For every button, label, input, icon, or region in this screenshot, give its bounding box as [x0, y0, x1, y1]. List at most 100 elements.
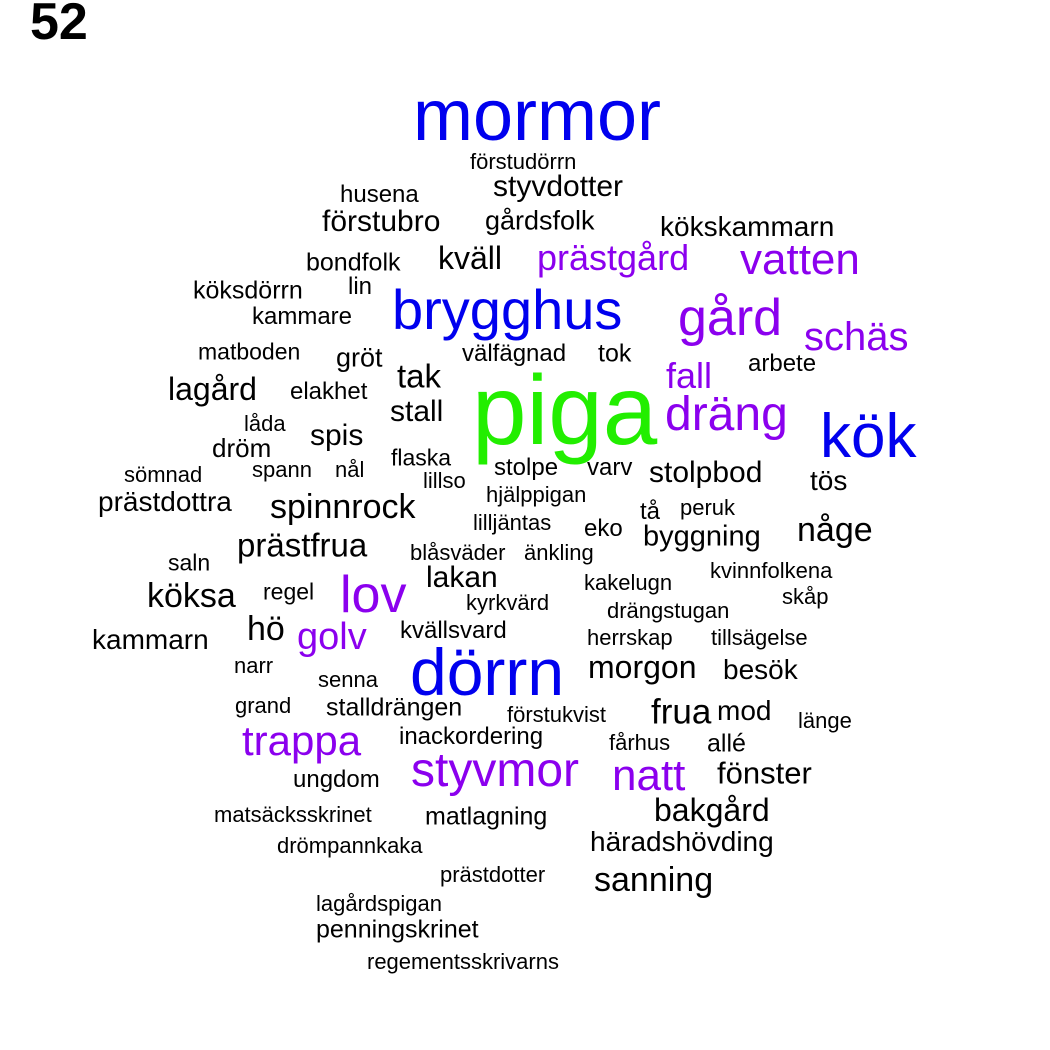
cloud-word: tå: [640, 498, 661, 525]
cloud-word: mod: [717, 695, 772, 726]
cloud-word: nål: [335, 457, 365, 482]
cloud-word: husena: [340, 181, 419, 208]
cloud-word: regel: [263, 578, 315, 605]
cloud-word: lov: [340, 566, 407, 624]
cloud-word: köksa: [147, 577, 236, 615]
cloud-word: ungdom: [293, 766, 380, 793]
cloud-word: prästfrua: [237, 526, 368, 564]
cloud-word: häradshövding: [590, 826, 774, 857]
cloud-word: senna: [318, 667, 378, 692]
cloud-word: välfägnad: [462, 340, 567, 367]
cloud-word: varv: [587, 454, 633, 481]
cloud-word: tös: [810, 465, 848, 496]
cloud-word: morgon: [588, 649, 697, 685]
cloud-word: drömpannkaka: [277, 833, 423, 858]
cloud-word: lagård: [168, 371, 257, 407]
cloud-word: änkling: [524, 540, 594, 565]
cloud-word: penningskrinet: [316, 915, 479, 944]
cloud-word: styvmor: [411, 744, 579, 797]
cloud-word: drängstugan: [607, 598, 730, 623]
cloud-word: kvällsvard: [400, 617, 507, 644]
cloud-word: lilljäntas: [473, 510, 552, 535]
cloud-word: lin: [348, 273, 373, 300]
cloud-word: gröt: [336, 342, 383, 373]
cloud-word: bakgård: [654, 792, 770, 828]
cloud-word: prästdottra: [98, 486, 232, 517]
cloud-word: byggning: [643, 520, 761, 553]
cloud-word: saln: [168, 549, 211, 576]
cloud-word: prästgård: [537, 237, 690, 278]
cloud-word: kakelugn: [584, 570, 673, 595]
cloud-word: prästdotter: [440, 862, 546, 887]
cloud-word: trappa: [242, 717, 362, 764]
cloud-word: dräng: [665, 388, 788, 441]
cloud-word: kvinnfolkena: [710, 558, 833, 583]
cloud-word: dröm: [212, 433, 272, 463]
cloud-word: hjälppigan: [486, 482, 587, 507]
cloud-word: lillso: [423, 468, 466, 493]
cloud-word: spis: [310, 419, 364, 452]
cloud-word: inackordering: [399, 723, 544, 750]
cloud-word: sömnad: [124, 462, 203, 487]
cloud-word: förstudörrn: [470, 149, 577, 174]
cloud-word: dörrn: [410, 635, 565, 709]
cloud-word: mormor: [413, 76, 661, 156]
cloud-word: gårdsfolk: [485, 205, 595, 236]
cloud-word: bondfolk: [306, 248, 401, 277]
cloud-word: kökskammarn: [660, 211, 835, 242]
cloud-word: golv: [297, 616, 367, 658]
cloud-word: allé: [707, 729, 746, 758]
cloud-word: hö: [247, 610, 285, 648]
cloud-word: stall: [390, 395, 444, 428]
cloud-word: gård: [678, 289, 783, 347]
cloud-word: styvdotter: [493, 170, 624, 203]
cloud-word: fönster: [717, 755, 812, 791]
cloud-word: peruk: [680, 495, 736, 520]
cloud-word: spinnrock: [270, 488, 416, 526]
cloud-word: länge: [798, 708, 852, 733]
cloud-word: frua: [651, 692, 712, 732]
cloud-word: blåsväder: [410, 540, 506, 565]
cloud-word: vatten: [740, 235, 860, 284]
cloud-word: kväll: [438, 240, 503, 276]
cloud-word: skåp: [782, 584, 829, 609]
cloud-word: kammare: [252, 303, 353, 330]
cloud-word: grand: [235, 693, 292, 718]
cloud-word: stolpbod: [649, 456, 763, 489]
cloud-word: stalldrängen: [326, 693, 463, 722]
page-number: 52: [30, 0, 88, 51]
cloud-word: kammarn: [92, 624, 209, 655]
cloud-word: piga: [472, 355, 658, 465]
cloud-word: tillsägelse: [711, 625, 808, 650]
cloud-word: kök: [820, 402, 917, 471]
cloud-word: lakan: [426, 561, 498, 594]
cloud-word: narr: [234, 653, 274, 678]
cloud-word: förstukvist: [507, 702, 607, 727]
cloud-word: regementsskrivarns: [367, 949, 559, 974]
cloud-word: besök: [723, 654, 798, 685]
cloud-word: låda: [244, 411, 286, 436]
cloud-word: schäs: [804, 315, 909, 359]
cloud-word: arbete: [748, 350, 817, 377]
cloud-word: någe: [797, 511, 873, 549]
cloud-word: herrskap: [587, 625, 673, 650]
cloud-word: matlagning: [425, 802, 548, 831]
cloud-word: kyrkvärd: [466, 590, 550, 615]
cloud-word: matboden: [198, 338, 301, 365]
cloud-word: brygghus: [392, 278, 623, 341]
cloud-word: eko: [584, 515, 623, 542]
cloud-word: natt: [612, 751, 686, 800]
cloud-word: sanning: [594, 861, 714, 899]
cloud-word: lagårdspigan: [316, 891, 442, 916]
cloud-word: stolpe: [494, 454, 559, 481]
cloud-word: fall: [666, 355, 713, 396]
cloud-word: spann: [252, 457, 312, 482]
cloud-word: förstubro: [322, 205, 441, 238]
cloud-word: köksdörrn: [193, 276, 303, 305]
cloud-word: flaska: [391, 444, 452, 471]
cloud-word: fårhus: [609, 730, 671, 755]
cloud-word: matsäcksskrinet: [214, 802, 372, 827]
cloud-word: tak: [397, 357, 442, 395]
cloud-word: elakhet: [290, 378, 368, 405]
